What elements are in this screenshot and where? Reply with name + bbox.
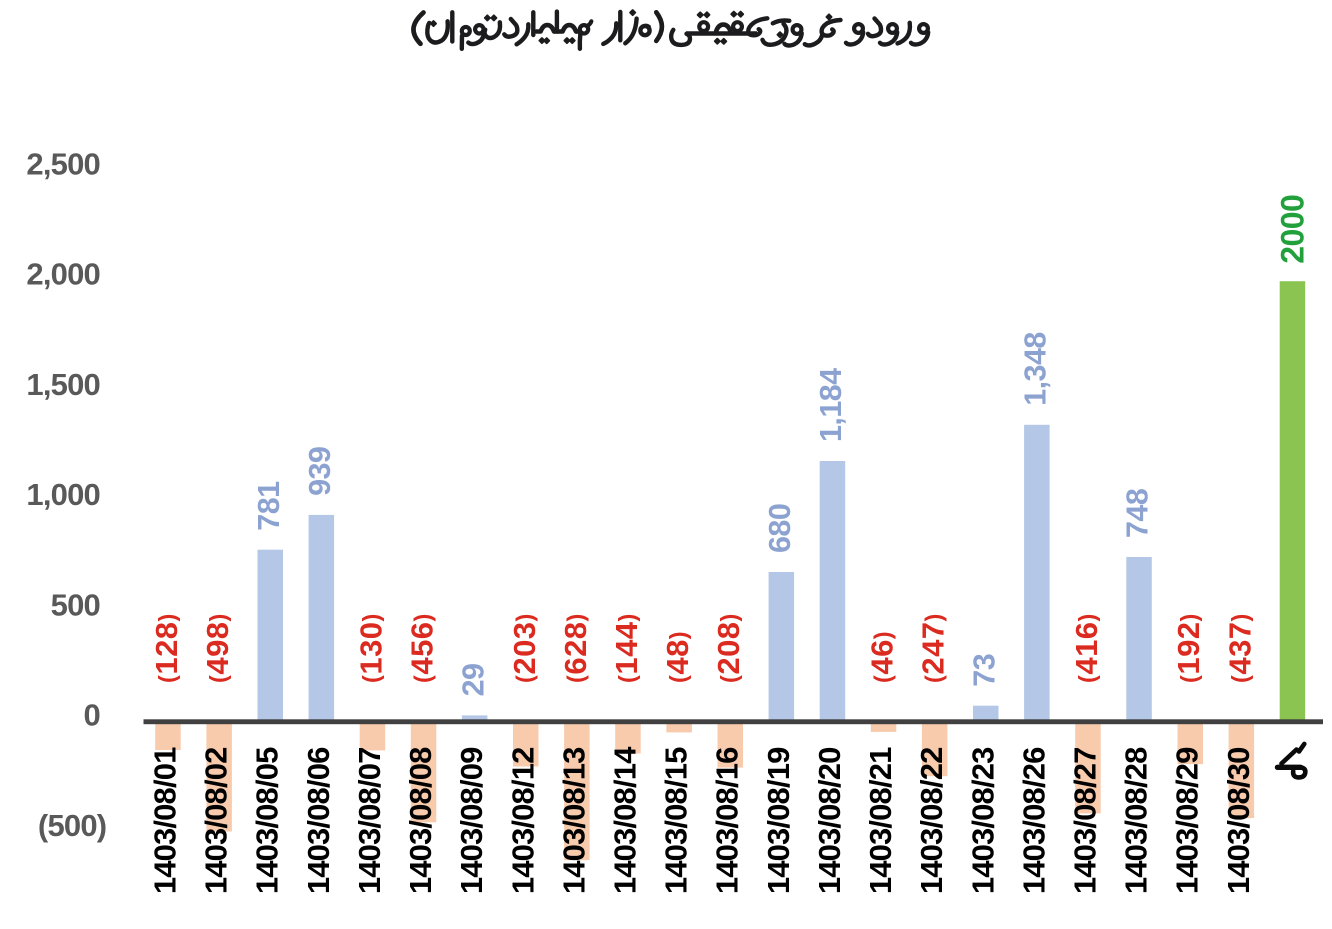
svg-text:(208): (208) bbox=[711, 613, 746, 683]
svg-text:1403/08/16: 1403/08/16 bbox=[710, 747, 745, 894]
svg-text:(437): (437) bbox=[1222, 613, 1257, 683]
svg-text:1403/08/21: 1403/08/21 bbox=[863, 747, 898, 894]
svg-text:(203): (203) bbox=[507, 613, 542, 683]
svg-text:1403/08/08: 1403/08/08 bbox=[403, 747, 438, 894]
svg-text:1403/08/27: 1403/08/27 bbox=[1068, 748, 1103, 895]
svg-text:939: 939 bbox=[303, 447, 337, 496]
svg-text:(247): (247) bbox=[916, 613, 951, 683]
svg-text:1403/08/05: 1403/08/05 bbox=[250, 747, 285, 894]
svg-text:(498): (498) bbox=[200, 613, 235, 683]
svg-text:1403/08/13: 1403/08/13 bbox=[556, 747, 591, 894]
svg-text:500: 500 bbox=[51, 587, 100, 622]
svg-text:0: 0 bbox=[84, 698, 100, 733]
svg-text:(144): (144) bbox=[609, 613, 644, 683]
svg-text:1403/08/28: 1403/08/28 bbox=[1119, 747, 1154, 894]
svg-text:1,348: 1,348 bbox=[1019, 332, 1053, 406]
svg-text:(46): (46) bbox=[865, 631, 900, 683]
svg-text:29: 29 bbox=[456, 664, 490, 697]
svg-text:1403/08/23: 1403/08/23 bbox=[965, 747, 1000, 894]
svg-text:1403/08/29: 1403/08/29 bbox=[1170, 747, 1205, 894]
svg-text:1403/08/12: 1403/08/12 bbox=[505, 748, 540, 895]
svg-text:1403/08/09: 1403/08/09 bbox=[454, 747, 489, 894]
svg-text:(192): (192) bbox=[1171, 613, 1206, 683]
svg-text:2000: 2000 bbox=[1275, 195, 1311, 264]
svg-text:1,500: 1,500 bbox=[26, 367, 100, 402]
svg-text:(130): (130) bbox=[353, 613, 388, 683]
svg-text:1403/08/30: 1403/08/30 bbox=[1221, 748, 1256, 895]
svg-text:(48): (48) bbox=[660, 631, 695, 683]
svg-text:1403/08/07: 1403/08/07 bbox=[352, 748, 387, 895]
svg-text:1,184: 1,184 bbox=[814, 368, 848, 442]
svg-text:73: 73 bbox=[967, 654, 1001, 687]
svg-text:1403/08/22: 1403/08/22 bbox=[914, 748, 949, 895]
svg-text:680: 680 bbox=[763, 504, 797, 553]
svg-text:2,500: 2,500 bbox=[26, 146, 100, 181]
svg-text:1403/08/26: 1403/08/26 bbox=[1016, 747, 1051, 894]
svg-text:(456): (456) bbox=[405, 613, 440, 683]
svg-text:1403/08/02: 1403/08/02 bbox=[199, 748, 234, 895]
svg-text:1403/08/19: 1403/08/19 bbox=[761, 747, 796, 894]
svg-text:748: 748 bbox=[1121, 488, 1155, 538]
svg-text:1,000: 1,000 bbox=[26, 477, 100, 512]
svg-text:1403/08/14: 1403/08/14 bbox=[608, 746, 643, 894]
svg-text:781: 781 bbox=[252, 481, 286, 531]
svg-text:(416): (416) bbox=[1069, 613, 1104, 683]
svg-text:(628): (628) bbox=[558, 613, 593, 683]
svg-text:1403/08/15: 1403/08/15 bbox=[659, 747, 694, 894]
svg-text:1403/08/20: 1403/08/20 bbox=[812, 748, 847, 895]
svg-text:1403/08/06: 1403/08/06 bbox=[301, 747, 336, 894]
svg-text:(128): (128) bbox=[149, 613, 184, 683]
svg-text:(500): (500) bbox=[38, 808, 106, 843]
svg-text:2,000: 2,000 bbox=[26, 257, 100, 292]
svg-text:1403/08/01: 1403/08/01 bbox=[148, 747, 183, 894]
